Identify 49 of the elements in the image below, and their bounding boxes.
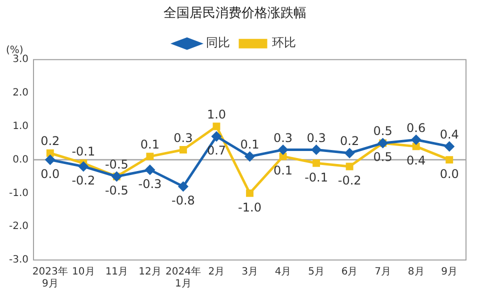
data-label: -0.2 bbox=[72, 174, 96, 188]
data-label: 0.0 bbox=[40, 166, 60, 181]
data-label: 0.1 bbox=[273, 164, 293, 178]
x-tick-label: 12月 bbox=[138, 266, 162, 278]
data-label: -0.8 bbox=[172, 194, 195, 208]
x-tick-label: 6月 bbox=[341, 266, 358, 278]
y-tick-label: 3.0 bbox=[12, 54, 29, 66]
data-label: 0.2 bbox=[40, 134, 60, 148]
y-tick-label: -1.0 bbox=[8, 188, 29, 199]
x-tick-label: 2023年 9月 bbox=[32, 266, 68, 290]
y-tick-label: 0.0 bbox=[12, 154, 29, 166]
data-label: 0.3 bbox=[306, 130, 326, 145]
x-tick-label: 8月 bbox=[408, 266, 424, 278]
data-label: 0.1 bbox=[240, 138, 260, 152]
data-label: -0.1 bbox=[304, 170, 328, 184]
data-label: 0.3 bbox=[273, 130, 293, 145]
data-label: -1.0 bbox=[238, 200, 262, 214]
data-label: 0.5 bbox=[373, 150, 392, 164]
x-tick-label: 11月 bbox=[105, 266, 128, 278]
x-tick-label: 3月 bbox=[242, 266, 258, 278]
data-label: 1.0 bbox=[206, 108, 226, 122]
data-label: 0.1 bbox=[140, 138, 160, 152]
data-label: -0.5 bbox=[104, 158, 128, 172]
legend-label: 同比 bbox=[206, 36, 230, 50]
y-tick-label: 1.0 bbox=[12, 120, 29, 132]
data-label: 0.5 bbox=[373, 124, 392, 138]
data-label: 0.4 bbox=[440, 128, 459, 142]
data-label: 0.7 bbox=[206, 144, 226, 158]
data-label: -0.5 bbox=[104, 184, 128, 198]
data-label: 0.0 bbox=[440, 166, 459, 181]
x-tick-label: 2024年 1月 bbox=[165, 266, 201, 290]
data-label: 0.4 bbox=[406, 154, 426, 168]
y-tick-label: 2.0 bbox=[12, 88, 29, 99]
x-tick-label: 4月 bbox=[274, 266, 292, 278]
data-label: -0.1 bbox=[72, 144, 96, 158]
x-tick-label: 10月 bbox=[72, 266, 95, 278]
data-label: -0.3 bbox=[138, 176, 162, 191]
x-tick-label: 2月 bbox=[208, 266, 225, 278]
y-tick-label: -3.0 bbox=[8, 254, 29, 266]
x-tick-label: 7月 bbox=[374, 266, 392, 278]
y-tick-label: -2.0 bbox=[8, 221, 29, 232]
data-label: 0.3 bbox=[174, 130, 193, 145]
x-tick-label: 9月 bbox=[441, 266, 458, 278]
data-label: 0.6 bbox=[406, 120, 426, 135]
chart-title: 全国居民消费价格涨跌幅 bbox=[164, 6, 306, 22]
legend-label: 环比 bbox=[272, 36, 296, 50]
data-label: -0.2 bbox=[338, 174, 362, 188]
x-tick-label: 5月 bbox=[308, 266, 324, 278]
data-label: 0.2 bbox=[340, 134, 360, 148]
